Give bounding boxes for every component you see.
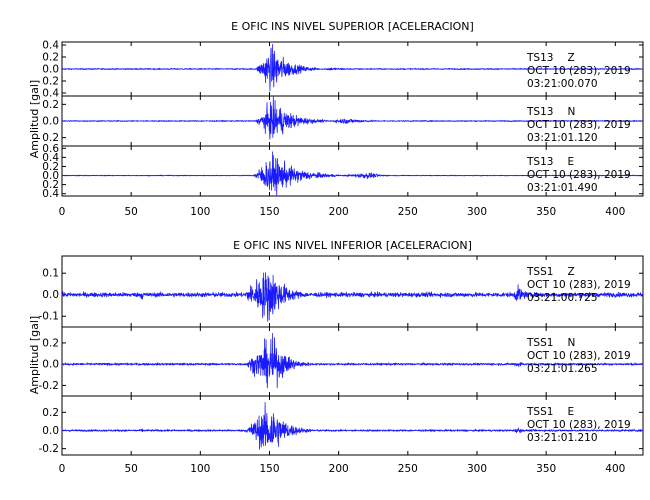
waveform-trace: [61, 333, 644, 389]
waveform-trace: [61, 401, 644, 450]
y-tick-label: 0.2: [42, 52, 59, 64]
y-tick-label: 0.2: [42, 99, 59, 111]
event-date: OCT 10 (283), 2019: [527, 65, 631, 77]
chart-title: E OFIC INS NIVEL SUPERIOR [ACELERACION]: [231, 20, 474, 33]
x-tick-label: 200: [329, 463, 349, 475]
x-tick-label: 400: [605, 206, 625, 218]
y-tick-label: 0.6: [42, 143, 59, 155]
waveform-trace: [61, 272, 644, 322]
station-label: TSS1 E: [526, 406, 574, 418]
y-tick-label: 0.2: [42, 407, 59, 419]
y-tick-label: 0.0: [42, 116, 59, 128]
y-tick-label: -0.2: [39, 380, 60, 392]
event-date: OCT 10 (283), 2019: [527, 169, 631, 181]
event-date: OCT 10 (283), 2019: [527, 350, 631, 362]
x-tick-label: 50: [124, 463, 137, 475]
station-code: TS13: [526, 52, 553, 64]
station-code: TS13: [526, 106, 553, 118]
component-code: E: [567, 406, 574, 418]
event-time: 03:21:01.120: [527, 132, 598, 144]
x-tick-label: 250: [398, 463, 418, 475]
station-code: TS13: [526, 156, 553, 168]
component-code: N: [567, 106, 575, 118]
waveform-trace: [61, 151, 644, 197]
component-code: Z: [567, 266, 574, 278]
event-time: 03:21:00.725: [527, 292, 598, 304]
y-tick-label: 0.2: [42, 179, 59, 191]
station-label: TSS1 N: [526, 337, 575, 349]
x-tick-label: 250: [398, 206, 418, 218]
event-date: OCT 10 (283), 2019: [527, 279, 631, 291]
y-tick-label: 0.2: [42, 337, 59, 349]
y-tick-label: 0.4: [42, 188, 59, 200]
x-tick-label: 0: [59, 206, 66, 218]
station-code: TSS1: [526, 406, 553, 418]
component-code: N: [567, 337, 575, 349]
x-tick-label: 0: [59, 463, 66, 475]
station-code: TSS1: [526, 337, 553, 349]
event-time: 03:21:00.070: [527, 78, 598, 90]
component-code: E: [567, 156, 574, 168]
station-code: TSS1: [526, 266, 553, 278]
x-tick-label: 300: [467, 206, 487, 218]
y-tick-label: 0.1: [42, 268, 59, 280]
y-tick-label: 0.4: [42, 40, 59, 52]
event-time: 03:21:01.210: [527, 432, 598, 444]
y-tick-label: -0.2: [39, 443, 60, 455]
y-tick-label: -0.1: [39, 311, 60, 323]
panel-frame: [61, 395, 644, 456]
y-tick-label: 0.2: [42, 161, 59, 173]
component-code: Z: [567, 52, 574, 64]
x-tick-label: 100: [190, 206, 210, 218]
x-tick-label: 350: [536, 463, 556, 475]
x-tick-label: 300: [467, 463, 487, 475]
station-label: TS13 N: [526, 106, 575, 118]
waveform-trace: [61, 95, 644, 140]
y-tick-label: 0.4: [42, 152, 59, 164]
station-label: TS13 Z: [526, 52, 575, 64]
x-tick-label: 200: [329, 206, 349, 218]
event-date: OCT 10 (283), 2019: [527, 119, 631, 131]
station-label: TS13 E: [526, 156, 574, 168]
x-tick-label: 100: [190, 463, 210, 475]
x-tick-label: 50: [124, 206, 137, 218]
chart-title: E OFIC INS NIVEL INFERIOR [ACELERACION]: [233, 239, 472, 252]
x-tick-label: 400: [605, 463, 625, 475]
event-date: OCT 10 (283), 2019: [527, 419, 631, 431]
y-tick-label: 0.0: [42, 425, 59, 437]
panel-frame: [61, 145, 644, 197]
y-tick-label: 0.0: [42, 64, 59, 76]
y-tick-label: 0.0: [42, 170, 59, 182]
y-axis-label: Amplitud [gal]: [28, 80, 41, 158]
y-tick-label: 0.2: [42, 132, 59, 144]
event-time: 03:21:01.265: [527, 363, 598, 375]
x-tick-label: 150: [259, 206, 279, 218]
y-tick-label: 0.4: [42, 88, 59, 100]
y-tick-label: 0.2: [42, 76, 59, 88]
waveform-trace: [61, 44, 644, 92]
event-time: 03:21:01.490: [527, 182, 598, 194]
y-tick-label: 0.0: [42, 289, 59, 301]
x-tick-label: 350: [536, 206, 556, 218]
y-axis-label: Amplitud [gal]: [28, 316, 41, 394]
y-tick-label: 0.0: [42, 359, 59, 371]
station-label: TSS1 Z: [526, 266, 575, 278]
x-tick-label: 150: [259, 463, 279, 475]
